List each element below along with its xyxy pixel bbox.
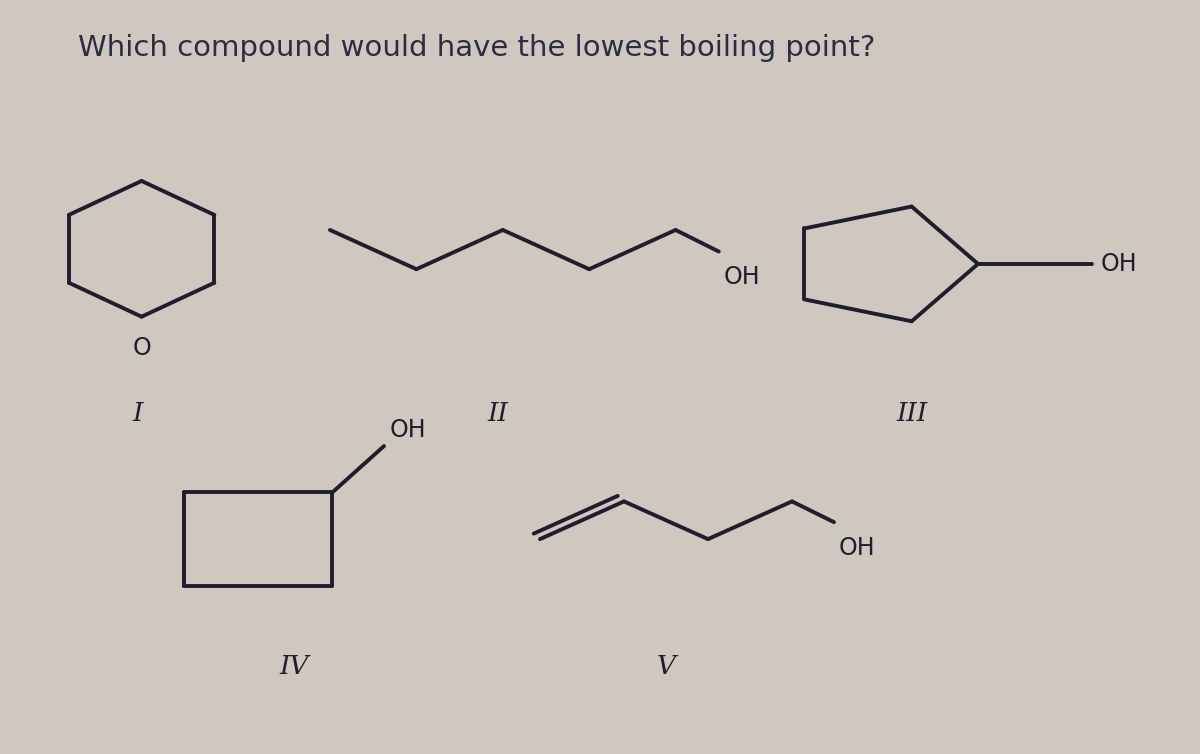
Text: I: I xyxy=(133,401,143,426)
Text: Which compound would have the lowest boiling point?: Which compound would have the lowest boi… xyxy=(78,34,875,62)
Text: OH: OH xyxy=(839,536,876,559)
Text: V: V xyxy=(656,654,676,679)
Text: O: O xyxy=(132,336,151,360)
Text: III: III xyxy=(896,401,928,426)
Text: OH: OH xyxy=(390,418,427,443)
Text: OH: OH xyxy=(1100,252,1138,276)
Text: OH: OH xyxy=(724,265,761,289)
Text: II: II xyxy=(487,401,509,426)
Text: IV: IV xyxy=(280,654,308,679)
